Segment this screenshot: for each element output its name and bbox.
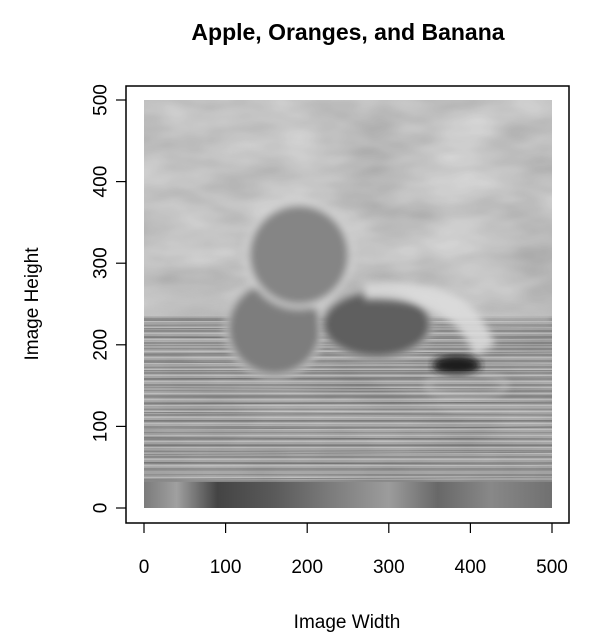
x-tick-label: 0 xyxy=(139,557,150,578)
x-tick-label: 500 xyxy=(536,557,568,578)
heatmap-image xyxy=(144,100,552,508)
y-tick-label: 500 xyxy=(91,84,112,116)
y-axis: 0 100 200 300 400 500 xyxy=(91,84,127,514)
y-tick-label: 400 xyxy=(91,166,112,198)
y-tick-label: 200 xyxy=(91,329,112,361)
x-axis-label: Image Width xyxy=(294,612,401,633)
x-tick-label: 300 xyxy=(373,557,405,578)
x-tick-label: 200 xyxy=(291,557,323,578)
x-axis: 0 100 200 300 400 500 xyxy=(139,522,568,578)
x-tick-label: 100 xyxy=(210,557,242,578)
plot-area xyxy=(144,100,552,508)
chart-title: Apple, Oranges, and Banana xyxy=(191,19,504,45)
y-tick-label: 300 xyxy=(91,247,112,279)
y-tick-label: 100 xyxy=(91,411,112,443)
y-tick-label: 0 xyxy=(91,503,112,514)
x-tick-label: 400 xyxy=(455,557,487,578)
y-axis-label: Image Height xyxy=(22,247,43,361)
